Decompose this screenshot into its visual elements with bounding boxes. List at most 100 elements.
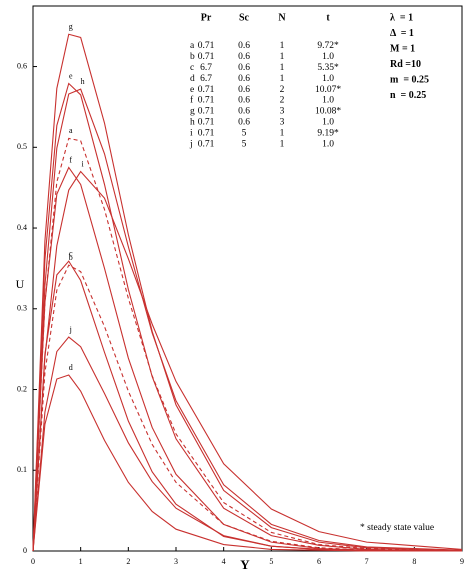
table-cell: 0.71 [198, 107, 215, 117]
table-cell: 0.71 [198, 85, 215, 95]
table-header: t [326, 12, 330, 23]
x-tick-label: 7 [365, 557, 369, 566]
curve-label: d [69, 363, 73, 372]
table-cell: 1 [280, 128, 285, 138]
table-cell: 3 [280, 117, 285, 127]
table-cell: 1 [280, 41, 285, 51]
series-line [32, 88, 463, 552]
note: * steady state value [360, 523, 434, 533]
table-header: Pr [201, 12, 212, 23]
table-cell: 0.71 [198, 41, 215, 51]
table-cell: 0.71 [198, 139, 215, 149]
plot-frame [32, 5, 463, 552]
table-cell: 1 [280, 63, 285, 73]
table-cell: 0.71 [198, 52, 215, 62]
table-row-label: i [190, 128, 193, 138]
table-cell: 0.71 [198, 128, 215, 138]
table-cell: 0.6 [238, 85, 250, 95]
table-row-label: c [190, 63, 194, 73]
series-line [32, 82, 463, 552]
curve-label: g [69, 22, 73, 31]
y-tick-label: 0.5 [17, 142, 27, 151]
table-row-label: d [190, 74, 195, 84]
table-row-label: e [190, 85, 194, 95]
table-cell: 5 [242, 128, 247, 138]
table-header: Sc [239, 12, 250, 23]
table-cell: 1 [280, 74, 285, 84]
curve-label: b [69, 253, 73, 262]
curve-label: f [69, 155, 72, 164]
table-cell: 0.6 [238, 107, 250, 117]
series-line [32, 137, 463, 552]
table-cell: 1.0 [322, 74, 334, 84]
parameter: M = 1 [390, 43, 415, 54]
x-tick-label: 2 [126, 557, 130, 566]
x-tick-label: 3 [174, 557, 178, 566]
series-line [32, 33, 463, 552]
series-line [32, 260, 462, 552]
x-tick-label: 8 [412, 557, 416, 566]
curve-label: h [81, 77, 85, 86]
series-line [32, 336, 463, 552]
table-cell: 0.71 [198, 96, 215, 106]
table-cell: 0.6 [238, 41, 250, 51]
parameter: λ = 1 [390, 12, 413, 23]
x-axis-label: Y [240, 557, 250, 572]
table-cell: 3 [280, 107, 285, 117]
table-row-label: a [190, 41, 195, 51]
table-cell: 6.7 [200, 74, 212, 84]
series-line [32, 264, 463, 552]
table-cell: 10.07* [315, 85, 341, 95]
table-cell: 1 [280, 52, 285, 62]
table-cell: 1.0 [322, 139, 334, 149]
table-cell: 5 [242, 139, 247, 149]
table-cell: 5.35* [317, 63, 339, 73]
table-cell: 1.0 [322, 96, 334, 106]
table-cell: 1.0 [322, 117, 334, 127]
table-cell: 0.6 [238, 117, 250, 127]
table-cell: 1 [280, 139, 285, 149]
x-tick-label: 5 [269, 557, 273, 566]
table-cell: 2 [280, 85, 285, 95]
table-cell: 2 [280, 96, 285, 106]
table-row-label: f [190, 95, 194, 106]
y-tick-label: 0.1 [17, 465, 27, 474]
x-tick-label: 9 [460, 557, 464, 566]
x-tick-label: 4 [222, 557, 226, 566]
table-row-label: j [189, 139, 193, 149]
parameter: Δ = 1 [390, 28, 414, 39]
table-cell: 6.7 [200, 63, 212, 73]
table-cell: 9.72* [317, 41, 339, 51]
curve-label: j [69, 325, 72, 334]
x-tick-label: 1 [79, 557, 83, 566]
table-row-label: g [190, 107, 195, 117]
y-tick-label: 0.4 [17, 223, 27, 232]
table-cell: 0.6 [238, 52, 250, 62]
series-line [32, 170, 463, 552]
table-cell: 0.6 [238, 63, 250, 73]
y-tick-label: 0.2 [17, 384, 27, 393]
y-axis-label: U [16, 277, 25, 291]
y-tick-label: 0.3 [17, 304, 27, 313]
series-line [32, 166, 463, 552]
curve-label: e [69, 71, 73, 80]
curve-label: c [69, 249, 73, 258]
y-tick-label: 0.6 [17, 61, 27, 70]
x-tick-label: 0 [31, 557, 35, 566]
table-cell: 1.0 [322, 52, 334, 62]
parameter: m = 0.25 [390, 74, 429, 85]
curve-label: i [82, 159, 85, 168]
table-row-label: h [190, 117, 195, 127]
parameter: Rd =10 [390, 59, 421, 70]
series-line [32, 374, 462, 552]
parameter: n = 0.25 [390, 90, 426, 101]
table-cell: 0.6 [238, 96, 250, 106]
table-cell: 0.6 [238, 74, 250, 84]
table-header: N [278, 12, 286, 23]
table-cell: 0.71 [198, 117, 215, 127]
y-tick-label: 0 [23, 546, 27, 555]
curve-label: a [69, 126, 73, 135]
table-cell: 9.19* [317, 128, 339, 138]
table-row-label: b [190, 52, 195, 62]
